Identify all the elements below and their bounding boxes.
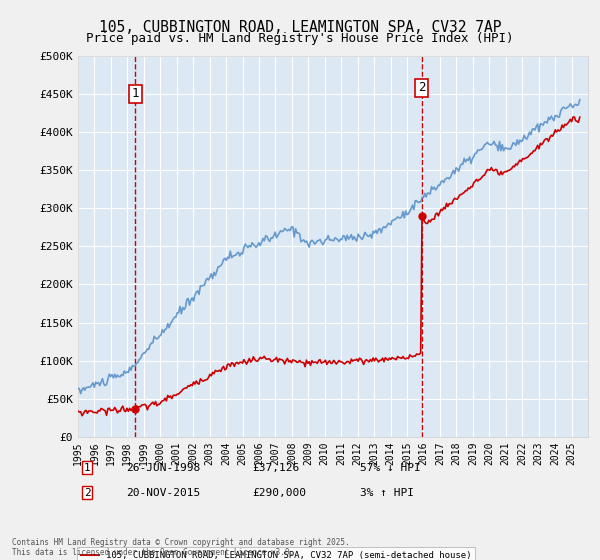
Text: 1: 1 bbox=[84, 463, 91, 473]
Text: 2: 2 bbox=[418, 81, 425, 94]
Text: £290,000: £290,000 bbox=[252, 488, 306, 498]
Text: Contains HM Land Registry data © Crown copyright and database right 2025.
This d: Contains HM Land Registry data © Crown c… bbox=[12, 538, 350, 557]
Text: 1: 1 bbox=[131, 87, 139, 100]
Text: 3% ↑ HPI: 3% ↑ HPI bbox=[360, 488, 414, 498]
Text: 57% ↓ HPI: 57% ↓ HPI bbox=[360, 463, 421, 473]
Text: £37,126: £37,126 bbox=[252, 463, 299, 473]
Text: 20-NOV-2015: 20-NOV-2015 bbox=[126, 488, 200, 498]
Legend: 105, CUBBINGTON ROAD, LEAMINGTON SPA, CV32 7AP (semi-detached house), HPI: Avera: 105, CUBBINGTON ROAD, LEAMINGTON SPA, CV… bbox=[77, 547, 475, 560]
Text: 105, CUBBINGTON ROAD, LEAMINGTON SPA, CV32 7AP: 105, CUBBINGTON ROAD, LEAMINGTON SPA, CV… bbox=[99, 20, 501, 35]
Text: Price paid vs. HM Land Registry's House Price Index (HPI): Price paid vs. HM Land Registry's House … bbox=[86, 32, 514, 45]
Text: 26-JUN-1998: 26-JUN-1998 bbox=[126, 463, 200, 473]
Text: 2: 2 bbox=[84, 488, 91, 498]
